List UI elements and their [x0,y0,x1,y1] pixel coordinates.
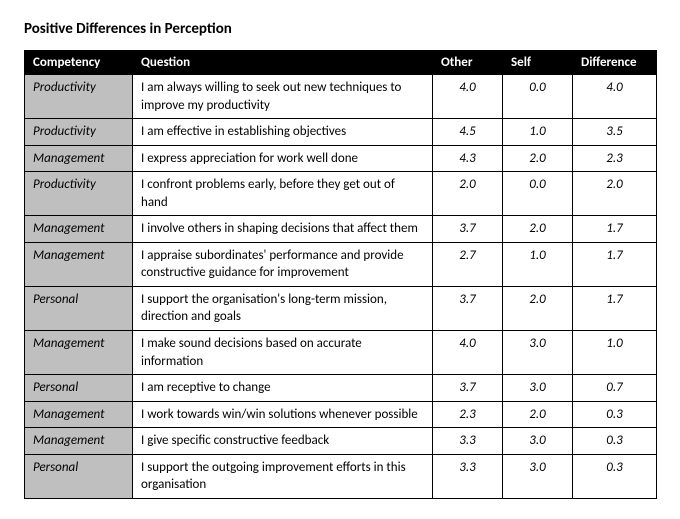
table-row: PersonalI am receptive to change3.73.00.… [25,375,657,402]
cell-competency: Management [25,401,133,428]
table-row: ManagementI give specific constructive f… [25,428,657,455]
cell-other: 2.0 [433,172,503,216]
perception-table: Competency Question Other Self Differenc… [24,50,657,499]
cell-difference: 0.7 [573,375,657,402]
col-header-other: Other [433,51,503,75]
cell-competency: Management [25,331,133,375]
cell-difference: 4.0 [573,75,657,119]
table-row: PersonalI support the outgoing improveme… [25,454,657,498]
cell-question: I confront problems early, before they g… [133,172,433,216]
cell-self: 1.0 [503,242,573,286]
cell-question: I support the outgoing improvement effor… [133,454,433,498]
cell-other: 3.7 [433,375,503,402]
cell-question: I involve others in shaping decisions th… [133,216,433,243]
cell-difference: 0.3 [573,401,657,428]
table-row: ManagementI make sound decisions based o… [25,331,657,375]
cell-self: 2.0 [503,216,573,243]
col-header-difference: Difference [573,51,657,75]
cell-question: I appraise subordinates' performance and… [133,242,433,286]
cell-difference: 3.5 [573,119,657,146]
page-title: Positive Differences in Perception [24,20,656,38]
cell-other: 4.3 [433,145,503,172]
cell-competency: Management [25,428,133,455]
cell-self: 0.0 [503,75,573,119]
cell-question: I express appreciation for work well don… [133,145,433,172]
cell-self: 1.0 [503,119,573,146]
cell-other: 3.7 [433,286,503,330]
cell-self: 2.0 [503,401,573,428]
cell-difference: 1.7 [573,216,657,243]
table-row: ManagementI work towards win/win solutio… [25,401,657,428]
cell-other: 3.3 [433,428,503,455]
cell-other: 2.3 [433,401,503,428]
col-header-question: Question [133,51,433,75]
cell-self: 3.0 [503,428,573,455]
cell-competency: Personal [25,454,133,498]
cell-self: 2.0 [503,286,573,330]
cell-competency: Productivity [25,172,133,216]
cell-self: 3.0 [503,375,573,402]
cell-competency: Productivity [25,75,133,119]
table-row: ManagementI express appreciation for wor… [25,145,657,172]
table-header-row: Competency Question Other Self Differenc… [25,51,657,75]
cell-difference: 2.0 [573,172,657,216]
cell-other: 4.0 [433,75,503,119]
table-body: ProductivityI am always willing to seek … [25,75,657,499]
table-row: ManagementI involve others in shaping de… [25,216,657,243]
cell-question: I am receptive to change [133,375,433,402]
table-row: ManagementI appraise subordinates' perfo… [25,242,657,286]
cell-self: 3.0 [503,331,573,375]
cell-difference: 2.3 [573,145,657,172]
cell-question: I am always willing to seek out new tech… [133,75,433,119]
cell-self: 2.0 [503,145,573,172]
cell-competency: Management [25,216,133,243]
cell-difference: 1.7 [573,286,657,330]
cell-difference: 0.3 [573,428,657,455]
cell-difference: 0.3 [573,454,657,498]
cell-other: 4.5 [433,119,503,146]
cell-competency: Productivity [25,119,133,146]
cell-other: 2.7 [433,242,503,286]
col-header-self: Self [503,51,573,75]
cell-question: I support the organisation's long-term m… [133,286,433,330]
cell-question: I give specific constructive feedback [133,428,433,455]
table-row: PersonalI support the organisation's lon… [25,286,657,330]
table-row: ProductivityI confront problems early, b… [25,172,657,216]
table-row: ProductivityI am effective in establishi… [25,119,657,146]
cell-competency: Personal [25,375,133,402]
table-row: ProductivityI am always willing to seek … [25,75,657,119]
cell-question: I work towards win/win solutions wheneve… [133,401,433,428]
cell-competency: Personal [25,286,133,330]
cell-question: I make sound decisions based on accurate… [133,331,433,375]
cell-difference: 1.0 [573,331,657,375]
cell-difference: 1.7 [573,242,657,286]
cell-competency: Management [25,242,133,286]
cell-other: 3.3 [433,454,503,498]
cell-other: 3.7 [433,216,503,243]
col-header-competency: Competency [25,51,133,75]
cell-other: 4.0 [433,331,503,375]
cell-self: 0.0 [503,172,573,216]
cell-competency: Management [25,145,133,172]
cell-self: 3.0 [503,454,573,498]
cell-question: I am effective in establishing objective… [133,119,433,146]
